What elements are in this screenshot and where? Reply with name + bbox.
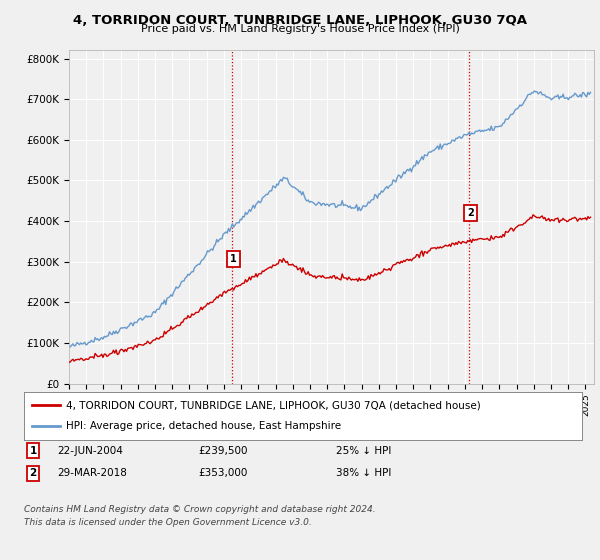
Text: Contains HM Land Registry data © Crown copyright and database right 2024.: Contains HM Land Registry data © Crown c…	[24, 505, 376, 514]
Text: 38% ↓ HPI: 38% ↓ HPI	[336, 468, 391, 478]
Text: HPI: Average price, detached house, East Hampshire: HPI: Average price, detached house, East…	[66, 421, 341, 431]
Text: 2: 2	[29, 468, 37, 478]
Text: 25% ↓ HPI: 25% ↓ HPI	[336, 446, 391, 456]
Text: 1: 1	[230, 254, 237, 264]
Text: 22-JUN-2004: 22-JUN-2004	[57, 446, 123, 456]
Text: Price paid vs. HM Land Registry's House Price Index (HPI): Price paid vs. HM Land Registry's House …	[140, 24, 460, 34]
Text: This data is licensed under the Open Government Licence v3.0.: This data is licensed under the Open Gov…	[24, 518, 312, 527]
Text: 4, TORRIDON COURT, TUNBRIDGE LANE, LIPHOOK, GU30 7QA (detached house): 4, TORRIDON COURT, TUNBRIDGE LANE, LIPHO…	[66, 400, 481, 410]
Text: 2: 2	[467, 208, 474, 218]
Text: £239,500: £239,500	[198, 446, 248, 456]
Text: 4, TORRIDON COURT, TUNBRIDGE LANE, LIPHOOK, GU30 7QA: 4, TORRIDON COURT, TUNBRIDGE LANE, LIPHO…	[73, 14, 527, 27]
Text: 1: 1	[29, 446, 37, 456]
Text: £353,000: £353,000	[198, 468, 247, 478]
Text: 29-MAR-2018: 29-MAR-2018	[57, 468, 127, 478]
